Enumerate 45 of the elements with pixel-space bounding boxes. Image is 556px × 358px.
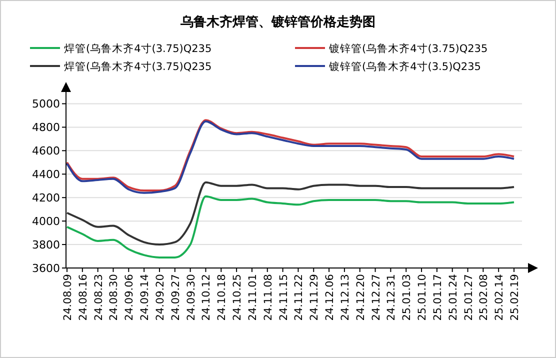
x-tick-label: 24.10.18 — [216, 274, 228, 321]
x-tick-label: 24.11.15 — [278, 274, 290, 321]
x-tick-label: 25.01.17 — [432, 274, 444, 321]
y-tick-label: 3800 — [32, 238, 60, 252]
x-tick-label: 24.11.08 — [262, 274, 274, 321]
x-tick-label: 24.12.20 — [354, 274, 367, 321]
y-tick-label: 4800 — [32, 121, 60, 134]
x-tick-label: 24.12.27 — [370, 274, 382, 321]
y-tick-label: 4400 — [32, 168, 60, 182]
x-tick-label: 24.08.09 — [62, 274, 74, 321]
chart-title: 乌鲁木齐焊管、镀锌管价格走势图 — [180, 14, 376, 30]
x-tick-label: 25.02.14 — [494, 274, 506, 321]
x-tick-label: 24.09.27 — [170, 274, 182, 321]
x-tick-label: 24.11.22 — [293, 274, 306, 321]
x-tick-label: 24.08.23 — [92, 274, 105, 321]
x-tick-label: 24.08.30 — [108, 274, 120, 321]
line-series — [66, 181, 515, 246]
y-tick-label: 4000 — [32, 215, 60, 228]
y-tick-label: 5000 — [32, 98, 60, 111]
x-tick-label: 25.01.10 — [416, 274, 429, 321]
x-tick-label: 24.10.12 — [200, 274, 213, 321]
x-tick-label: 24.10.25 — [232, 274, 244, 321]
x-tick-label: 24.12.13 — [339, 274, 352, 321]
line-series — [66, 195, 515, 258]
x-tick-label: 24.12.31 — [386, 274, 398, 321]
y-tick-label: 4200 — [32, 192, 60, 205]
legend-label: 镀锌管(乌鲁木齐4寸(3.5)Q235 — [328, 60, 481, 73]
x-tick-label: 24.09.20 — [154, 274, 166, 321]
x-tick-label: 24.11.29 — [308, 274, 321, 321]
y-tick-label: 3600 — [32, 262, 60, 275]
legend-label: 焊管(乌鲁木齐4寸(3.75)Q235 — [64, 42, 212, 55]
x-tick-label: 25.02.19 — [509, 274, 521, 321]
x-tick-label: 24.09.30 — [185, 274, 198, 321]
x-tick-label: 24.11.01 — [246, 274, 259, 321]
x-tick-label: 25.01.24 — [447, 274, 460, 321]
x-tick-label: 24.12.06 — [324, 274, 336, 321]
x-tick-label: 25.02.08 — [478, 274, 490, 321]
x-tick-label: 25.01.03 — [401, 274, 414, 321]
legend-label: 焊管(乌鲁木齐4寸(3.75)Q235 — [64, 60, 212, 73]
x-tick-label: 24.09.14 — [139, 274, 152, 321]
x-tick-label: 24.09.06 — [124, 274, 136, 321]
y-tick-label: 4600 — [32, 144, 60, 158]
x-tick-label: 24.08.16 — [77, 274, 90, 321]
legend-label: 镀锌管(乌鲁木齐4寸(3.75)Q235 — [328, 42, 488, 55]
x-tick-label: 25.01.27 — [462, 274, 475, 321]
